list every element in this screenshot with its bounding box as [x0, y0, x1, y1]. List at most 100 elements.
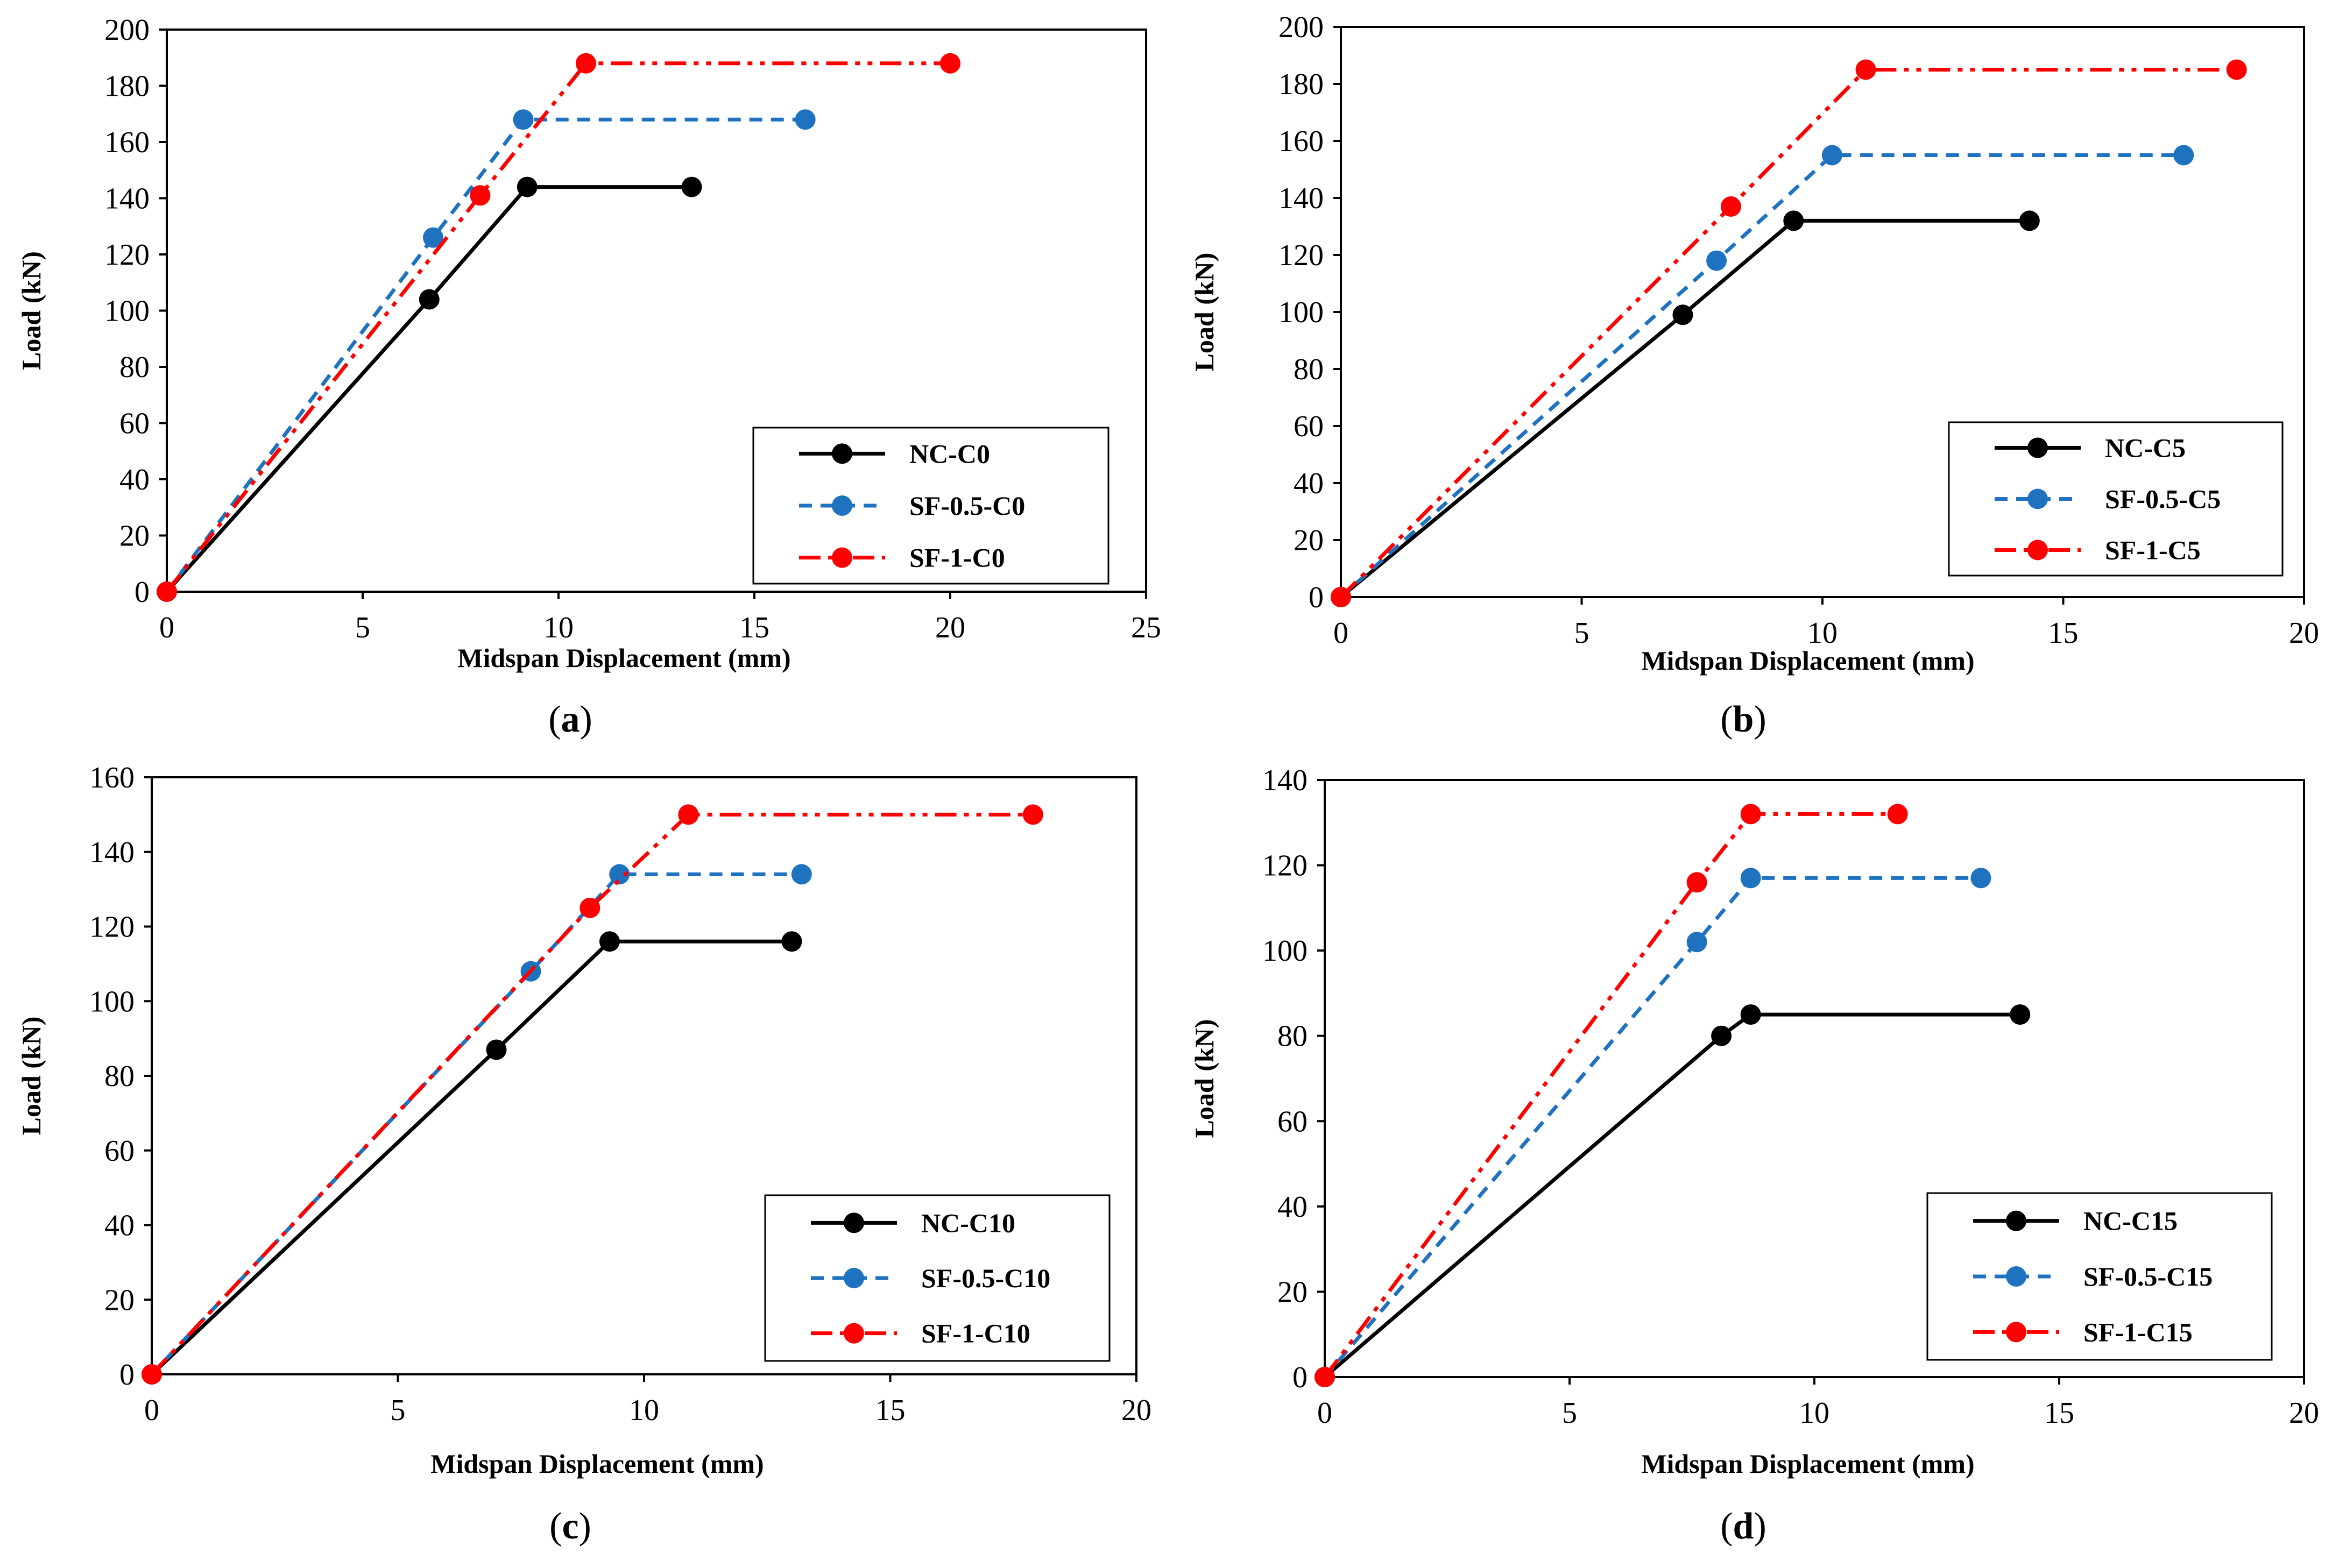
y-tick-label: 80	[1294, 353, 1324, 386]
y-tick-label: 60	[104, 1134, 135, 1168]
y-tick-label: 20	[119, 520, 150, 553]
data-point	[575, 53, 596, 74]
chart-panel-c: 0 20 40 60 80 100 120 140 160 0 5 10 15 20 Midspan Dis…	[16, 761, 1151, 1547]
data-point	[1740, 804, 1761, 825]
data-point	[1740, 868, 1761, 889]
x-tick-label: 20	[2289, 616, 2319, 650]
y-tick-label: 120	[1278, 239, 1324, 272]
chart-panel-b: 0 20 40 60 80 100 120 140 160 180 200 0 5 10 15 20 Midsp…	[1189, 11, 2319, 740]
x-tick-label: 15	[2044, 1396, 2074, 1430]
y-tick-label: 60	[1294, 410, 1324, 443]
chart-panel-a: 0 20 40 60 80 100 120 140 160 180 200 0 5 10 15 20 25 Mid…	[16, 13, 1161, 740]
series-SF-1-C5	[1331, 59, 2247, 607]
legend-swatch-marker	[844, 1323, 864, 1344]
series-NC-C10	[142, 931, 802, 1385]
y-tick-label: 100	[1278, 296, 1324, 329]
data-point	[2010, 1004, 2031, 1025]
y-tick-label: 140	[1262, 764, 1308, 797]
data-point	[1720, 196, 1741, 217]
x-tick-label: 15	[875, 1394, 906, 1427]
series-line	[165, 117, 805, 593]
y-axis-title: Load (kN)	[1189, 1019, 1219, 1138]
y-tick-label: 100	[1262, 934, 1308, 968]
panel-letter: a	[561, 699, 580, 740]
series-SF-1-C10	[142, 804, 1043, 1385]
data-point	[423, 227, 444, 248]
panel-letter: b	[1733, 699, 1754, 740]
series-SF-1-C15	[1315, 804, 1908, 1387]
series-line	[150, 812, 1033, 1376]
legend-entry: SF-0.5-C10	[921, 1263, 1050, 1293]
x-tick-label: 15	[2048, 616, 2079, 650]
legend: NC-C10 SF-0.5-C10 SF-1-C10	[764, 1194, 1111, 1362]
x-axis-title: Midspan Displacement (mm)	[457, 643, 790, 673]
x-tick-label: 5	[391, 1394, 406, 1427]
data-point	[609, 864, 630, 885]
y-tick-label: 0	[119, 1358, 135, 1392]
series-line	[1339, 68, 2237, 599]
series-line	[165, 185, 692, 593]
legend-swatch-marker	[2027, 540, 2048, 560]
panel-label: (d)	[1720, 1506, 1766, 1547]
legend: NC-C5 SF-0.5-C5 SF-1-C5	[1948, 421, 2284, 577]
data-point	[1821, 145, 1842, 166]
x-tick-label: 0	[1317, 1396, 1332, 1430]
series-line	[1323, 876, 1981, 1379]
x-axis-title: Midspan Displacement (mm)	[1641, 645, 1974, 676]
x-axis-title: Midspan Displacement (mm)	[430, 1449, 764, 1479]
data-point	[580, 897, 600, 918]
y-tick-label: 180	[1278, 68, 1324, 101]
data-point	[791, 864, 812, 885]
series-line	[1339, 153, 2184, 599]
y-tick-label: 80	[119, 351, 150, 384]
y-tick-label: 160	[1278, 125, 1324, 158]
data-point	[1331, 587, 1351, 607]
y-axis-title: Load (kN)	[16, 1017, 46, 1136]
y-tick-label: 140	[1278, 182, 1324, 215]
y-tick-label: 60	[119, 407, 150, 441]
x-tick-label: 15	[739, 611, 769, 644]
series-SF-0.5-C15	[1315, 868, 1991, 1387]
y-tick-label: 120	[89, 911, 135, 944]
x-tick-label: 0	[144, 1394, 159, 1427]
legend-entry: SF-0.5-C15	[2083, 1261, 2213, 1292]
data-point	[419, 289, 440, 310]
panel-label: (b)	[1720, 699, 1766, 740]
legend-swatch-marker	[2027, 437, 2048, 458]
series-line	[150, 939, 792, 1376]
y-tick-label: 20	[1277, 1275, 1308, 1309]
data-point	[486, 1039, 507, 1060]
legend-entry: SF-1-C10	[921, 1318, 1030, 1349]
legend-entry: NC-C10	[921, 1208, 1015, 1238]
legend-entry: SF-1-C0	[909, 543, 1005, 573]
legend-swatch-marker	[844, 1268, 864, 1288]
x-axis-title: Midspan Displacement (mm)	[1641, 1449, 1974, 1479]
series-line	[1339, 218, 2030, 599]
data-point	[940, 53, 960, 74]
data-point	[1855, 59, 1876, 80]
chart-panel-d: 0 20 40 60 80 100 120 140 0 5 10 15 20 Midspan Displa…	[1189, 764, 2319, 1547]
data-point	[1315, 1367, 1335, 1387]
y-tick-label: 140	[89, 836, 135, 869]
data-point	[1711, 1025, 1732, 1046]
legend-entry: NC-C0	[909, 438, 990, 469]
y-tick-label: 160	[89, 761, 135, 794]
legend-swatch-marker	[2027, 488, 2048, 509]
y-tick-label: 40	[1294, 467, 1324, 500]
legend-entry: SF-1-C5	[2105, 535, 2201, 565]
legend-swatch-marker	[832, 547, 852, 568]
y-tick-label: 100	[104, 295, 150, 328]
legend: NC-C15 SF-0.5-C15 SF-1-C15	[1926, 1192, 2273, 1361]
y-tick-label: 200	[104, 13, 150, 47]
panel-letter: c	[562, 1506, 578, 1547]
x-tick-label: 10	[543, 611, 574, 644]
x-tick-label: 10	[1807, 616, 1838, 650]
x-tick-label: 20	[1121, 1394, 1151, 1427]
x-tick-label: 0	[1333, 616, 1348, 650]
data-point	[142, 1364, 162, 1385]
series-NC-C15	[1315, 1004, 2031, 1387]
y-tick-label: 0	[1309, 581, 1324, 614]
series-SF-0.5-C0	[157, 109, 816, 602]
legend-entry: SF-0.5-C0	[909, 491, 1025, 521]
